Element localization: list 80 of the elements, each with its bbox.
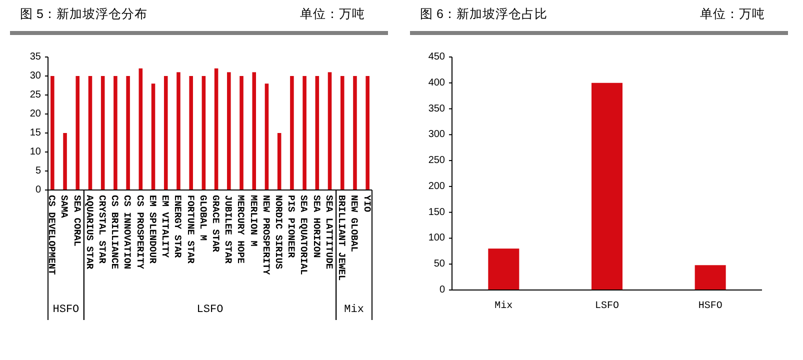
x-tick-label: SEA HORIZON: [310, 195, 322, 258]
bar: [114, 76, 118, 190]
chart-title: 图 6：新加坡浮仓占比: [420, 7, 548, 21]
bar: [290, 76, 294, 190]
bar: [366, 76, 370, 190]
bar: [302, 76, 306, 190]
bar: [252, 72, 256, 190]
bar: [151, 84, 156, 190]
y-tick-label: 350: [428, 103, 446, 114]
bar: [592, 82, 622, 290]
x-tick-label: MERLION M: [248, 195, 259, 247]
bar: [202, 76, 206, 190]
y-tick-label: 25: [30, 90, 42, 100]
bar: [315, 76, 320, 190]
y-tick-label: 0: [35, 184, 42, 196]
x-tick-label: CS DEVELOPMENT: [46, 195, 58, 276]
x-tick-label: NORDIC SIRIUS: [273, 195, 284, 270]
y-tick-label: 50: [434, 258, 446, 270]
bar: [189, 76, 193, 190]
y-tick-label: 15: [30, 128, 42, 138]
x-tick-label: NEW GLOBAL: [348, 195, 360, 252]
y-tick-label: 250: [428, 155, 446, 166]
bar: [138, 68, 143, 190]
x-tick-label: GRACE STAR: [210, 195, 221, 252]
bar: [214, 68, 218, 190]
y-tick-label: 300: [428, 129, 446, 140]
y-tick-label: 0: [439, 284, 446, 296]
bar: [100, 76, 105, 190]
x-tick-label: NEW PROSPERITY: [260, 195, 272, 276]
x-tick-label: FORTUNE STAR: [184, 195, 196, 264]
bar: [264, 84, 269, 190]
x-tick-label: LSFO: [594, 301, 620, 312]
x-tick-label: PIS PIONEER: [286, 195, 297, 258]
x-tick-label: AQUARIUS STAR: [84, 195, 95, 270]
bar: [126, 76, 130, 190]
bar: [694, 265, 726, 290]
x-tick-label: EM SPLENDOUR: [146, 195, 158, 264]
y-tick-label: 100: [428, 232, 446, 244]
x-tick-label: SEA LATTITUDE: [323, 195, 334, 270]
bar: [328, 72, 332, 190]
x-tick-label: JUBILEE STAR: [222, 195, 234, 264]
bar: [240, 76, 244, 190]
x-tick-label: MERCURY HOPE: [235, 195, 246, 264]
chart-subtitle: 单位：万吨: [700, 7, 765, 21]
x-tick-label: Mix: [494, 300, 513, 312]
y-tick-label: 150: [428, 206, 446, 218]
x-tick-label: SEA CORAL: [71, 195, 82, 247]
bar: [227, 72, 231, 190]
x-tick-label: YIO: [361, 195, 372, 212]
y-tick-label: 450: [428, 52, 446, 62]
x-tick-label: SAMA: [58, 195, 70, 218]
bar: [277, 133, 282, 190]
bar: [88, 76, 92, 190]
chart-title: 图 5：新加坡浮仓分布: [20, 7, 148, 21]
x-tick-label: CS INNOVATION: [122, 195, 133, 270]
x-tick-label: BRILLIANT JEWEL: [336, 195, 348, 281]
x-tick-label: ENERGY STAR: [172, 195, 184, 258]
x-tick-label: HSFO: [698, 301, 722, 312]
x-tick-label: CS PROSPERITY: [134, 195, 146, 270]
bar: [50, 76, 54, 190]
bar: [164, 76, 168, 190]
y-tick-label: 200: [428, 180, 446, 192]
y-tick-label: 35: [30, 52, 42, 62]
y-tick-label: 400: [428, 77, 446, 88]
bar: [488, 248, 520, 290]
x-tick-label: SEA EQUATORIAL: [298, 195, 310, 276]
y-tick-label: 10: [30, 146, 42, 158]
x-tick-label: CRYSTAL STAR: [96, 195, 108, 264]
y-tick-label: 20: [30, 108, 42, 120]
x-tick-label: EM VITALITY: [160, 195, 171, 258]
bar: [353, 76, 357, 190]
bar: [340, 76, 344, 190]
bar: [76, 76, 80, 190]
y-tick-label: 30: [30, 70, 42, 82]
y-tick-label: 5: [35, 166, 42, 176]
x-tick-label: GLOBAL M: [197, 195, 208, 241]
bar: [176, 72, 180, 190]
bar: [63, 133, 67, 190]
x-tick-label: CS BRILLIANCE: [109, 195, 120, 270]
chart-subtitle: 单位：万吨: [300, 7, 365, 21]
